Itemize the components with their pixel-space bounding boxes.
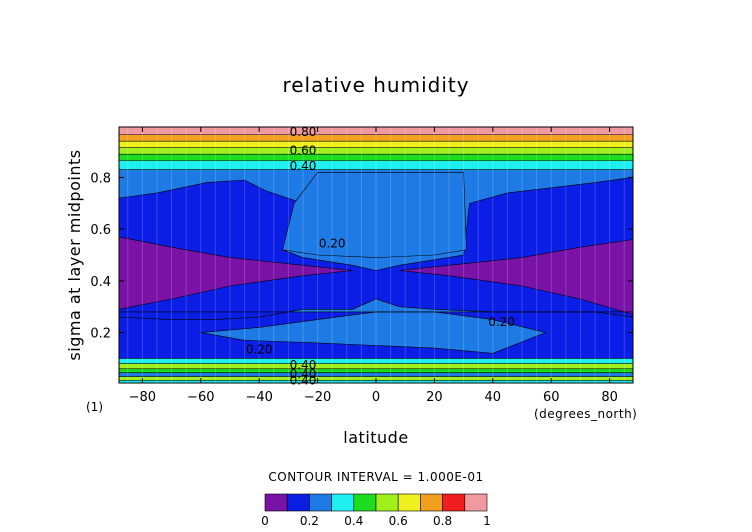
colorbar-swatch-4 — [353, 493, 377, 512]
contour-lines — [119, 126, 633, 383]
x-tick-label: −20 — [304, 390, 331, 405]
x-tick-label: −60 — [187, 390, 214, 405]
contour-band-10 — [119, 368, 633, 373]
colorbar-tick-label: 0.8 — [433, 514, 452, 528]
colorbar-tick-label: 0 — [261, 514, 269, 528]
contour-label-2: 0.40 — [290, 159, 317, 173]
y-axis: 0.2 0.4 0.6 0.8 — [90, 171, 633, 342]
y-tick-label: 0.4 — [90, 275, 111, 290]
colorbar-tick-label: 0.2 — [300, 514, 319, 528]
contour-band-5 — [119, 160, 633, 170]
contour-region-upper — [282, 172, 467, 258]
contour-label-6: 0.40 — [290, 358, 317, 372]
x-tick-label: −80 — [129, 390, 156, 405]
y-axis-label: sigma at layer midpoints — [65, 149, 84, 360]
y-tick-label: 0.8 — [90, 171, 111, 186]
colorbar-tick-label: 1 — [483, 514, 491, 528]
contour-band-1 — [119, 134, 633, 142]
contour-band-3 — [119, 147, 633, 155]
colorbar-swatch-1 — [286, 493, 310, 512]
contour-band-8 — [119, 358, 633, 364]
contour-band-4 — [119, 154, 633, 161]
contour-interval-text: CONTOUR INTERVAL = 1.000E-01 — [268, 470, 483, 484]
x-tick-label: −40 — [245, 390, 272, 405]
contour-region-dry-north — [399, 239, 634, 315]
contour-label-4: 0.20 — [488, 315, 515, 329]
x-axis-units: (degrees_north) — [534, 407, 637, 421]
chart-title: relative humidity — [282, 73, 469, 97]
x-tick-label: 80 — [601, 390, 618, 405]
colorbar-swatch-9 — [464, 493, 488, 512]
x-axis-label: latitude — [343, 428, 408, 447]
contour-band-2 — [119, 141, 633, 148]
y-tick-label: 0.6 — [90, 223, 111, 238]
x-tick-label: 60 — [543, 390, 560, 405]
contour-label-1: 0.60 — [290, 143, 317, 157]
colorbar-tick-label: 0.6 — [389, 514, 408, 528]
colorbar-swatch-6 — [397, 493, 421, 512]
colorbar-swatch-2 — [309, 493, 332, 512]
contour-label-5: 0.20 — [246, 342, 273, 356]
colorbar-swatch-3 — [331, 493, 355, 512]
plot-area: 0.800.600.400.200.200.200.400.400.40 — [118, 125, 634, 387]
colorbar-swatch-7 — [420, 493, 443, 512]
x-tick-label: 40 — [485, 390, 502, 405]
colorbar-swatch-0 — [264, 493, 288, 512]
contour-band-9 — [119, 363, 633, 369]
contour-region-lower — [200, 311, 547, 354]
contour-labels: 0.800.600.400.200.200.200.400.400.40 — [246, 125, 515, 387]
contour-label-8: 0.40 — [290, 373, 317, 387]
contour-label-0: 0.80 — [290, 125, 317, 139]
contour-label-3: 0.20 — [319, 236, 346, 250]
contour-label-7: 0.40 — [290, 367, 317, 381]
panel-tag: (1) — [86, 400, 103, 414]
contour-band-11 — [119, 372, 633, 377]
colorbar: 0 0.2 0.4 0.6 0.8 1 — [261, 493, 491, 528]
colorbar-swatch-8 — [442, 493, 466, 512]
x-tick-label: 20 — [426, 390, 443, 405]
filled-contours — [118, 127, 634, 383]
colorbar-swatch-5 — [375, 493, 399, 512]
x-tick-label: 0 — [372, 390, 380, 405]
colorbar-tick-label: 0.4 — [344, 514, 363, 528]
contour-region-dry-south — [118, 236, 353, 310]
y-tick-label: 0.2 — [90, 327, 111, 342]
x-axis: −80 −60 −40 −20 0 20 40 60 80 — [129, 127, 618, 405]
